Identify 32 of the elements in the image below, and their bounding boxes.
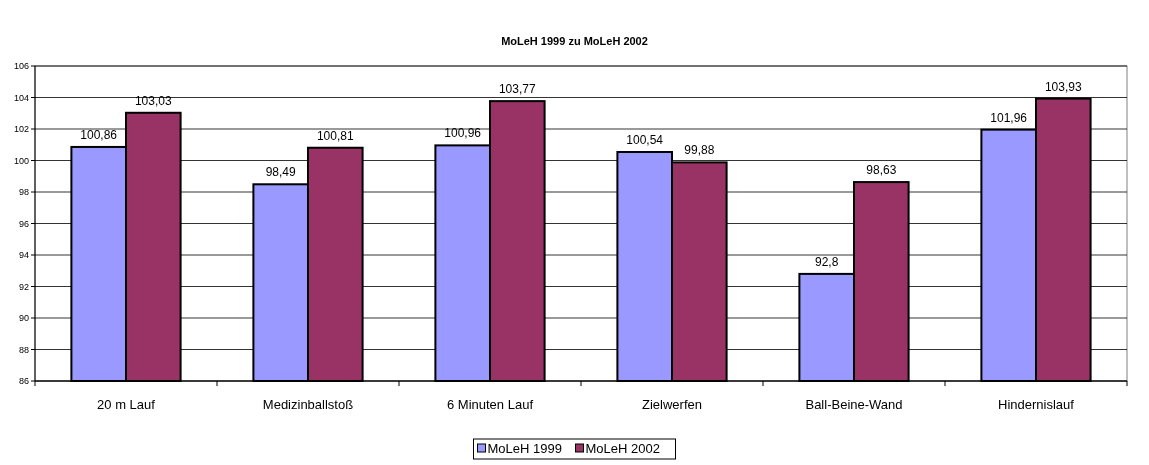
x-tick-label: Ball-Beine-Wand <box>805 397 903 412</box>
data-label: 100,86 <box>80 127 118 142</box>
data-label: 100,96 <box>444 126 482 141</box>
y-tick-label: 88 <box>18 344 29 355</box>
y-tick-label: 92 <box>18 281 29 292</box>
legend-label: MoLeH 2002 <box>585 441 660 456</box>
data-label: 100,81 <box>316 128 354 143</box>
data-label: 92,8 <box>815 254 839 269</box>
y-tick-label: 94 <box>18 250 29 261</box>
data-label: 101,96 <box>990 110 1028 125</box>
data-label: 98,49 <box>265 165 297 180</box>
x-tick-label: Zielwerfen <box>642 397 702 412</box>
data-label: 103,93 <box>1044 79 1082 94</box>
x-tick-label: 20 m Lauf <box>97 397 156 412</box>
y-tick-label: 86 <box>18 376 29 387</box>
y-tick-label: 100 <box>13 155 29 166</box>
y-tick-label: 104 <box>13 92 29 103</box>
data-label: 98,63 <box>866 163 897 178</box>
x-tick-label: 6 Minuten Lauf <box>446 397 534 412</box>
data-label: 99,88 <box>684 143 715 158</box>
y-tick-label: 98 <box>18 187 29 198</box>
x-tick-label: Medizinballstoß <box>262 397 354 412</box>
data-label: 103,03 <box>134 93 172 108</box>
y-tick-label: 106 <box>13 61 29 72</box>
chart-title: MoLeH 1999 zu MoLeH 2002 <box>501 35 648 47</box>
data-label: 100,54 <box>626 132 664 147</box>
x-tick-label: Hindernislauf <box>998 397 1075 412</box>
y-tick-label: 102 <box>13 124 29 135</box>
y-tick-label: 90 <box>18 313 29 324</box>
data-label: 103,77 <box>498 82 536 97</box>
legend-label: MoLeH 1999 <box>487 441 562 456</box>
y-tick-label: 96 <box>18 218 29 229</box>
